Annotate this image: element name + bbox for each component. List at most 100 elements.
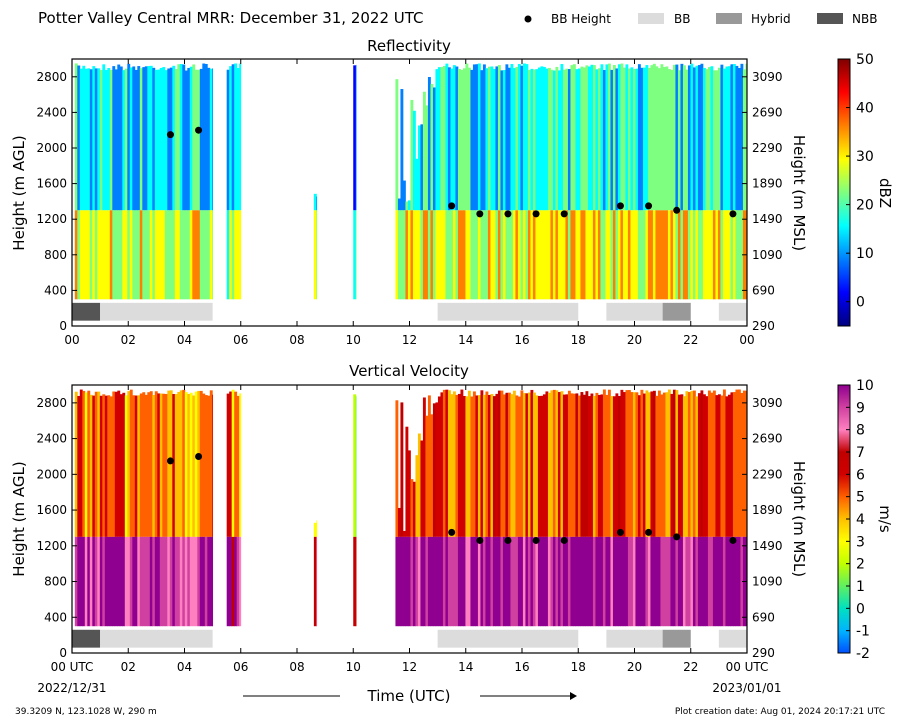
echo-strip [482,394,486,537]
echo-strip [510,536,514,627]
echo-strip [630,67,634,211]
echo-strip [700,536,704,627]
echo-strip [670,536,674,627]
echo-strip [647,67,651,211]
echo-strip [102,536,106,627]
echo-strip [732,210,736,300]
echo-strip [587,536,591,627]
legend: BB Height BB Hybrid NBB [524,12,877,26]
echo-strip [737,68,741,211]
echo-strip [630,536,634,627]
echo-strip [502,536,506,627]
echo-strip [440,210,444,300]
echo-strip [640,389,644,537]
x-tick-label: 06 [233,660,248,674]
echo-strip [617,64,621,211]
echo-strip [677,536,681,627]
echo-strip [610,536,614,627]
site-coordinates: 39.3209 N, 123.1028 W, 290 m [15,707,157,717]
echo-strip [82,65,86,211]
echo-strip [665,392,669,537]
echo-strip [472,536,476,627]
echo-strip [717,210,721,300]
echo-strip [520,536,524,627]
echo-strip [515,395,519,537]
echo-strip [497,210,501,300]
echo-strip [557,70,561,211]
echo-strip [582,67,586,211]
y-axis-label-right: Height (m MSL) [790,135,808,251]
echo-strip [552,536,556,627]
echo-strip [92,536,96,627]
echo-strip [109,396,113,537]
y-tick-label: 2800 [36,70,67,84]
echo-strip [730,392,734,537]
echo-strip [465,396,469,537]
echo-strip [575,210,579,300]
echo-strip [662,210,666,300]
echo-strip [355,396,357,537]
echo-strip [680,63,684,211]
echo-strip [680,210,684,300]
echo-strip [204,210,208,300]
echo-strip [89,536,93,627]
echo-strip [460,536,464,627]
echo-strip [672,536,676,627]
echo-strip [154,210,158,300]
echo-strip [187,536,191,627]
colorbar-tick-label: -1 [856,624,870,640]
echo-strip [149,65,153,211]
echo-strip [84,536,88,627]
echo-strip [567,390,571,537]
echo-strip [650,536,654,627]
echo-strip [560,210,564,300]
echo-strip [712,70,716,211]
echo-strip [602,389,606,537]
echo-strip [675,536,679,627]
echo-strip [535,210,539,300]
echo-strip [555,210,559,300]
y-axis-label-left: Height (m AGL) [10,461,28,576]
x-tick-label: 20 [627,333,642,347]
echo-strip [532,210,536,300]
echo-strip [84,68,88,211]
echo-strip [742,390,746,537]
echo-strip [144,536,148,627]
echo-strip [640,210,644,300]
echo-segment [395,389,748,627]
echo-strip [667,389,671,537]
echo-strip [442,536,446,627]
echo-strip [124,210,128,300]
x-tick-label: 00 [739,333,754,347]
y-tick-label: 1200 [36,539,67,553]
echo-strip [627,536,631,627]
echo-strip [149,391,153,537]
echo-strip [632,392,636,537]
echo-strip [597,210,601,300]
echo-strip [197,210,201,300]
y2-tick-label: 1490 [752,212,783,226]
echo-strip [670,69,674,211]
echo-strip [522,393,526,537]
echo-strip [485,391,489,537]
echo-strip [635,392,639,537]
echo-strip [99,536,103,627]
echo-strip [432,210,436,300]
echo-strip [204,536,208,627]
echo-strip [685,536,689,627]
x-tick-label: 08 [289,660,304,674]
echo-strip [660,210,664,300]
echo-strip [685,391,689,537]
echo-strip [597,394,601,537]
echo-strip [79,68,83,211]
echo-strip [435,210,439,300]
echo-strip [420,124,424,211]
echo-strip [692,67,696,211]
echo-strip [547,67,551,211]
echo-strip [705,210,709,300]
echo-strip [192,64,196,211]
echo-strip [415,455,419,537]
bb-height-point [616,528,624,536]
echo-strip [485,68,489,211]
echo-strip [142,392,146,537]
